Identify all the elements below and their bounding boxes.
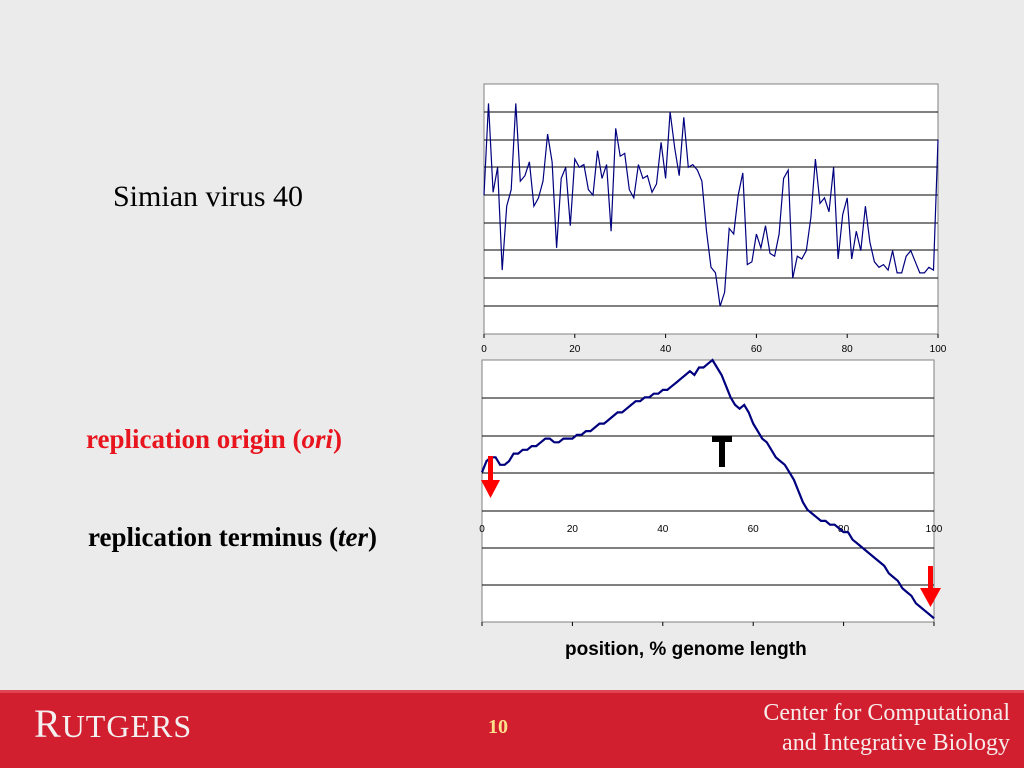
top-chart-gridlines <box>484 111 938 307</box>
top-chart-series-line <box>483 103 939 307</box>
bottom-chart-series-line <box>480 358 935 620</box>
ori-down-arrow <box>481 456 500 498</box>
replication-terminus-label: replication terminus (ter) <box>88 522 377 553</box>
top-chart-x-tick-label: 80 <box>842 344 854 355</box>
page-number: 10 <box>488 716 508 738</box>
center-name-line1: Center for Computational <box>763 700 1010 726</box>
footer-divider <box>0 690 1024 693</box>
logo-rest: UTGERS <box>61 708 193 744</box>
top-chart-x-tick-label: 60 <box>751 344 763 355</box>
ter-down-arrow <box>920 566 941 607</box>
bottom-chart-x-tick-label: 20 <box>567 524 579 535</box>
ori-label-italic: ori <box>301 424 334 454</box>
top-chart-x-tick-label: 20 <box>569 344 581 355</box>
ter-label-italic: ter <box>337 522 368 552</box>
bottom-chart-x-tick-label: 60 <box>748 524 760 535</box>
top-chart-plot-area <box>483 83 939 335</box>
bottom-chart: 0 20 40 60 80 100 <box>479 358 943 626</box>
top-chart-x-tick-label: 40 <box>660 344 672 355</box>
bottom-chart-x-tick-label: 0 <box>479 524 485 535</box>
ori-label-prefix: replication origin ( <box>86 424 302 454</box>
terminus-t-marker <box>712 436 732 467</box>
logo-first-letter: R <box>34 701 62 746</box>
bottom-chart-plot-area <box>481 359 935 623</box>
bottom-chart-gridlines <box>482 397 934 586</box>
ter-label-suffix: ) <box>367 522 377 552</box>
ter-label-prefix: replication terminus ( <box>88 522 338 552</box>
top-chart: 0 20 40 60 80 100 <box>481 83 947 355</box>
replication-origin-label: replication origin (ori) <box>86 424 342 455</box>
bottom-chart-x-tick-label: 80 <box>838 524 850 535</box>
ori-label-suffix: ) <box>333 424 343 454</box>
charts-canvas: 0 20 40 60 80 100 0 20 40 60 80 100 <box>479 83 947 626</box>
bottom-chart-x-ticks: 0 20 40 60 80 100 <box>479 524 943 626</box>
top-chart-x-tick-label: 100 <box>930 344 947 355</box>
top-chart-x-tick-label: 0 <box>481 344 487 355</box>
bottom-chart-x-tick-label: 40 <box>657 524 669 535</box>
slide-title: Simian virus 40 <box>113 180 304 213</box>
bottom-chart-x-tick-label: 100 <box>926 524 943 535</box>
top-chart-x-ticks: 0 20 40 60 80 100 <box>481 334 947 355</box>
center-name-line2: and Integrative Biology <box>782 730 1010 756</box>
footer-bar: RUTGERS 10 Center for Computational and … <box>0 690 1024 768</box>
center-name: Center for Computational and Integrative… <box>763 698 1010 758</box>
rutgers-logo: RUTGERS <box>34 700 192 747</box>
x-axis-label: position, % genome length <box>565 639 807 660</box>
